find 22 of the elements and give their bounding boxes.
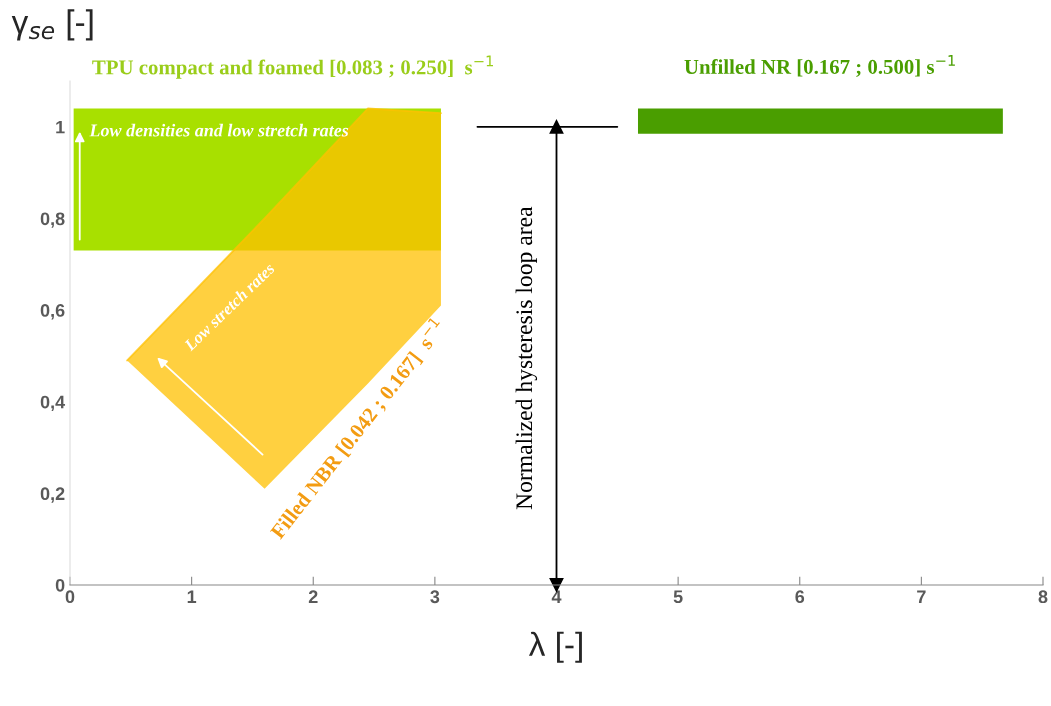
y-axis-title: γ$_{se}$ [-]: [11, 9, 93, 41]
legend-label: TPU compact and foamed [0.083 ; 0.250] s$^{−1}$: [92, 55, 493, 79]
x-tick-label: 6: [795, 590, 805, 604]
x-tick-label: 8: [1038, 590, 1048, 604]
x-tick-label: 2: [308, 590, 318, 603]
x-tick-label: 7: [917, 590, 926, 603]
y-tick-label: 0,8: [40, 212, 65, 228]
y-tick-label: 1: [56, 120, 65, 134]
y-tick-label: 0: [55, 578, 65, 592]
x-tick-label: 5: [673, 590, 683, 604]
x-tick-label: 0: [65, 590, 75, 604]
x-tick-label: 3: [430, 590, 440, 604]
x-tick-label: 4: [551, 590, 562, 603]
text: Filled NBR [0.042 ; 0.167] s$^{−1}$: [266, 316, 449, 542]
annotation: Low densities and low stretch rates: [89, 123, 349, 137]
annotation: Normalized hysteresis loop area: [515, 206, 538, 510]
legend-label: Unfilled NR [0.167 ; 0.500] s$^{−1}$: [684, 55, 955, 77]
y-tick-label: 0,6: [40, 304, 65, 320]
y-tick-label: 0,4: [40, 395, 66, 412]
x-tick-label: 1: [187, 590, 197, 603]
y-tick-label: 0,2: [40, 487, 65, 503]
x-axis-title: λ [-]: [528, 631, 582, 663]
